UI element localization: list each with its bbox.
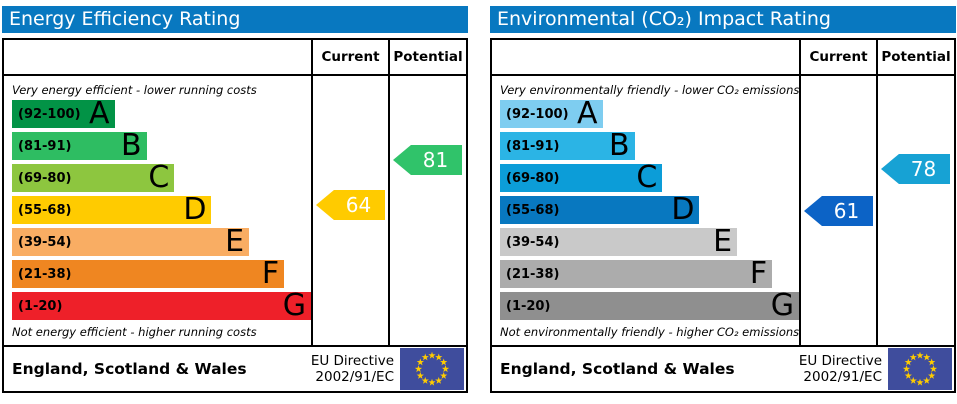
band-b: (81-91) B (500, 128, 635, 163)
band-letter: B (120, 128, 142, 163)
potential-column: 78 (876, 76, 954, 345)
band-f: (21-38) F (500, 256, 773, 291)
column-header-current: Current (799, 40, 876, 76)
top-caption: Very energy efficient - lower running co… (12, 83, 257, 97)
potential-rating-value: 78 (910, 157, 937, 181)
column-header-current: Current (311, 40, 388, 76)
band-g: (1-20) G (500, 288, 799, 323)
band-e: (39-54) E (12, 224, 250, 259)
band-range: (92-100) (18, 106, 81, 122)
top-caption: Very environmentally friendly - lower CO… (500, 83, 799, 97)
region-label: England, Scotland & Wales (12, 360, 247, 378)
band-range: (39-54) (18, 234, 72, 250)
band-letter: E (225, 224, 245, 259)
current-rating-arrow: 61 (804, 196, 873, 226)
band-letter: F (261, 256, 280, 291)
panel-title: Environmental (CO₂) Impact Rating (490, 6, 956, 33)
current-column: 61 (799, 76, 876, 345)
band-letter: C (148, 160, 170, 195)
band-letter: G (282, 288, 306, 323)
potential-rating-arrow: 81 (393, 145, 462, 175)
band-a: (92-100) A (500, 96, 603, 131)
band-e: (39-54) E (500, 224, 738, 259)
band-b: (81-91) B (12, 128, 147, 163)
bottom-caption: Not environmentally friendly - higher CO… (500, 325, 799, 339)
rating-chart: Current Potential Very energy efficient … (2, 38, 468, 347)
eu-flag-icon (400, 348, 464, 390)
current-column: 64 (311, 76, 388, 345)
rating-chart: Current Potential Very environmentally f… (490, 38, 956, 347)
column-header-potential: Potential (388, 40, 466, 76)
region-label: England, Scotland & Wales (500, 360, 735, 378)
band-range: (55-68) (18, 202, 72, 218)
band-range: (21-38) (506, 266, 560, 282)
panel-footer: England, Scotland & Wales EU Directive 2… (2, 345, 468, 393)
bands-container: (92-100) A (81-91) B (69-80) C (55-68) D (39-54)… (12, 96, 311, 323)
band-c: (69-80) C (500, 160, 663, 195)
panel-title: Energy Efficiency Rating (2, 6, 468, 33)
current-rating-value: 61 (833, 199, 860, 223)
potential-rating-value: 81 (422, 148, 449, 172)
band-range: (81-91) (506, 138, 560, 154)
band-range: (21-38) (18, 266, 72, 282)
band-range: (81-91) (18, 138, 72, 154)
current-rating-value: 64 (345, 193, 372, 217)
band-range: (92-100) (506, 106, 569, 122)
current-rating-arrow: 64 (316, 190, 385, 220)
band-letter: D (671, 192, 695, 227)
bands-column: Very environmentally friendly - lower CO… (492, 76, 799, 345)
band-letter: D (183, 192, 207, 227)
eu-directive-label: EU Directive 2002/91/EC (310, 352, 394, 385)
column-header-potential: Potential (876, 40, 954, 76)
potential-rating-arrow: 78 (881, 154, 950, 184)
band-letter: A (577, 96, 598, 131)
potential-column: 81 (388, 76, 466, 345)
band-range: (55-68) (506, 202, 560, 218)
eu-flag-icon (888, 348, 952, 390)
band-range: (1-20) (18, 298, 63, 314)
band-letter: F (749, 256, 768, 291)
header-spacer (492, 40, 799, 76)
band-letter: E (713, 224, 733, 259)
band-letter: A (89, 96, 110, 131)
band-range: (69-80) (506, 170, 560, 186)
band-a: (92-100) A (12, 96, 115, 131)
band-range: (39-54) (506, 234, 560, 250)
band-g: (1-20) G (12, 288, 311, 323)
bands-column: Very energy efficient - lower running co… (4, 76, 311, 345)
energy-efficiency-panel: Energy Efficiency Rating Current Potenti… (2, 6, 468, 393)
panel-footer: England, Scotland & Wales EU Directive 2… (490, 345, 956, 393)
band-range: (69-80) (18, 170, 72, 186)
band-letter: C (636, 160, 658, 195)
band-d: (55-68) D (12, 192, 212, 227)
epc-charts: Energy Efficiency Rating Current Potenti… (2, 6, 956, 393)
band-letter: G (770, 288, 794, 323)
band-letter: B (608, 128, 630, 163)
header-spacer (4, 40, 311, 76)
bands-container: (92-100) A (81-91) B (69-80) C (55-68) D (39-54)… (500, 96, 799, 323)
eu-directive-label: EU Directive 2002/91/EC (798, 352, 882, 385)
bottom-caption: Not energy efficient - higher running co… (12, 325, 257, 339)
band-d: (55-68) D (500, 192, 700, 227)
band-f: (21-38) F (12, 256, 285, 291)
band-range: (1-20) (506, 298, 551, 314)
co2-impact-panel: Environmental (CO₂) Impact Rating Curren… (490, 6, 956, 393)
band-c: (69-80) C (12, 160, 175, 195)
